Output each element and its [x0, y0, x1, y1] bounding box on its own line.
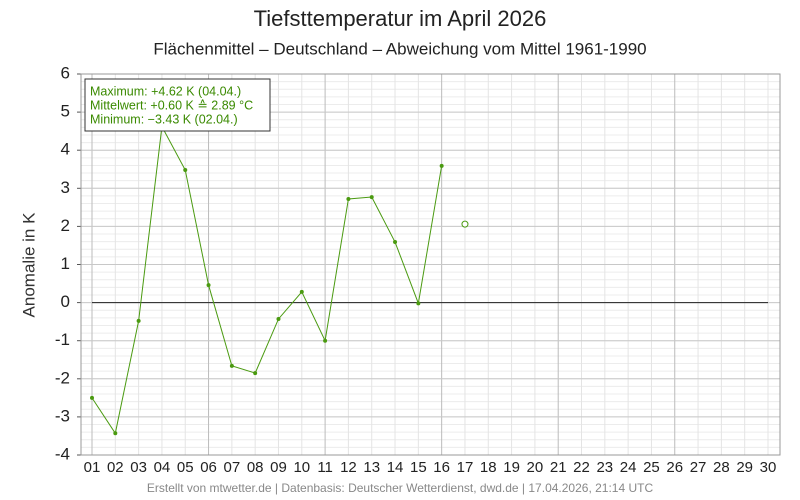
x-tick-label: 27 — [690, 459, 707, 476]
x-tick-label: 18 — [480, 459, 497, 476]
data-point — [461, 220, 469, 228]
plot-frame — [80, 73, 781, 456]
data-point — [439, 163, 444, 168]
annotation: Mittelwert: +0.60 K ≙ 2.89 °C — [90, 98, 253, 112]
x-tick-label: 22 — [573, 459, 590, 476]
x-tick-label: 23 — [596, 459, 613, 476]
data-point — [253, 371, 258, 376]
chart-subtitle: Flächenmittel – Deutschland – Abweichung… — [153, 39, 646, 58]
y-tick-label: -4 — [55, 444, 70, 463]
x-tick-label: 19 — [503, 459, 520, 476]
data-point — [113, 431, 118, 436]
data-point — [229, 363, 234, 368]
y-axis-label: Anomalie in K — [19, 212, 38, 318]
annotation: Maximum: +4.62 K (04.04.) — [90, 84, 241, 98]
data-point — [369, 195, 374, 200]
data-point — [136, 318, 141, 323]
data-point — [323, 338, 328, 343]
x-tick-label: 12 — [340, 459, 357, 476]
annotation-frame — [84, 78, 271, 132]
x-tick-label: 10 — [293, 459, 310, 476]
y-tick-label: 6 — [61, 63, 70, 82]
data-point — [206, 283, 211, 288]
y-tick-label: -2 — [55, 368, 70, 387]
data-point — [393, 240, 398, 245]
chart-title: Tiefsttemperatur im April 2026 — [254, 6, 547, 31]
x-tick-label: 03 — [130, 459, 147, 476]
x-tick-label: 21 — [550, 459, 567, 476]
x-tick-label: 06 — [200, 459, 217, 476]
y-tick-label: 4 — [61, 140, 70, 159]
data-point — [183, 168, 188, 173]
annotation-box: Maximum: +4.62 K (04.04.)Mittelwert: +0.… — [84, 78, 271, 132]
y-tick-label: -3 — [55, 406, 70, 425]
x-tick-label: 04 — [154, 459, 171, 476]
annotation: Minimum: −3.43 K (02.04.) — [90, 112, 238, 126]
y-tick-label: 3 — [61, 178, 70, 197]
x-tick-label: 28 — [713, 459, 730, 476]
x-tick-label: 14 — [387, 459, 404, 476]
y-tick-label: 1 — [61, 254, 70, 273]
x-tick-label: 02 — [107, 459, 124, 476]
x-tick-label: 11 — [317, 459, 333, 476]
x-tick-label: 16 — [433, 459, 450, 476]
x-tick-label: 26 — [666, 459, 683, 476]
y-tick-label: -1 — [55, 330, 70, 349]
x-tick-label: 15 — [410, 459, 427, 476]
x-tick-label: 25 — [643, 459, 660, 476]
data-point — [276, 316, 281, 321]
x-tick-label: 17 — [457, 459, 474, 476]
x-tick-label: 09 — [270, 459, 287, 476]
footer: Erstellt von mtwetter.de | Datenbasis: D… — [147, 481, 654, 495]
x-tick-label: 13 — [363, 459, 380, 476]
x-tick-label: 29 — [736, 459, 753, 476]
x-tick-label: 07 — [224, 459, 241, 476]
x-tick-label: 24 — [620, 459, 637, 476]
x-tick-label: 08 — [247, 459, 264, 476]
y-tick-label: 0 — [61, 292, 70, 311]
data-line — [91, 124, 443, 435]
y-tick-label: 5 — [61, 102, 70, 121]
y-tick-label: 2 — [61, 216, 70, 235]
data-point — [416, 301, 421, 306]
x-tick-label: 20 — [527, 459, 544, 476]
x-tick-label: 30 — [760, 459, 777, 476]
data-point — [299, 289, 304, 294]
x-tick-label: 05 — [177, 459, 194, 476]
data-point — [90, 395, 94, 400]
x-tick-label: 01 — [84, 459, 101, 476]
data-point — [346, 196, 351, 201]
